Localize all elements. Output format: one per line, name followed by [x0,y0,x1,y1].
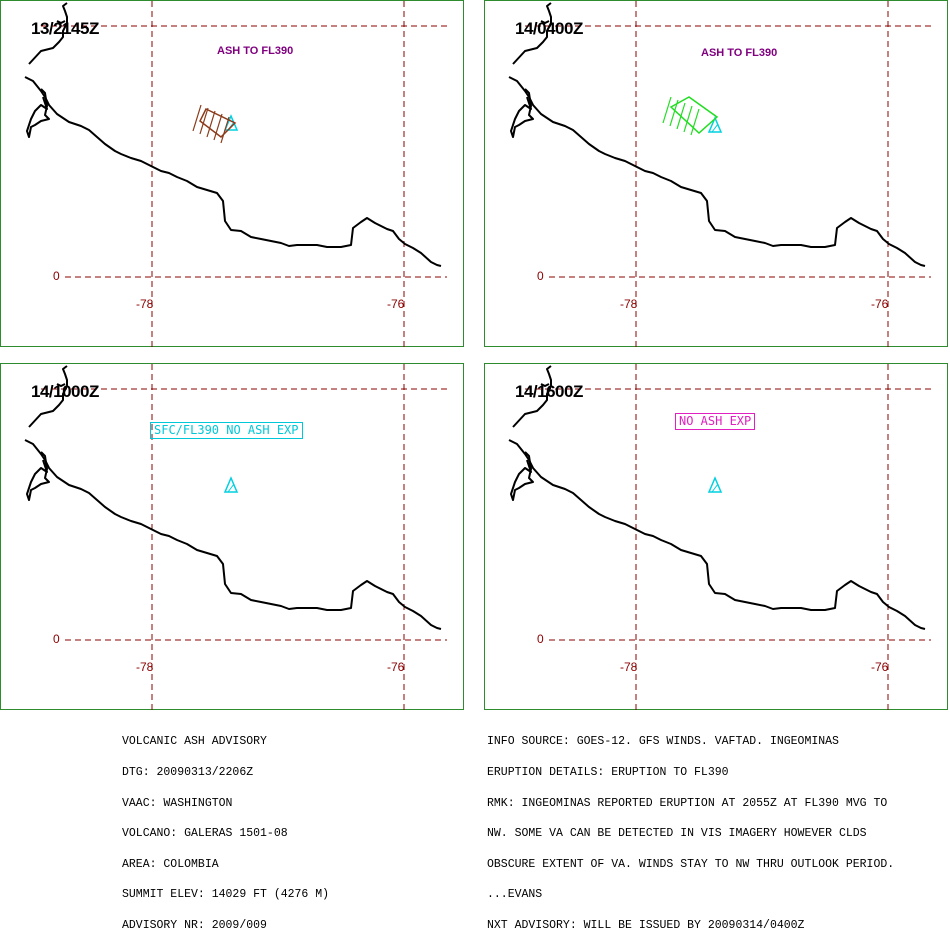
advisory-line: VOLCANIC ASH ADVISORY [122,735,267,749]
ash-hatch-line [213,113,223,141]
advisory-line: OBSCURE EXTENT OF VA. WINDS STAY TO NW T… [487,857,895,871]
lon-78-label: -78 [136,660,154,674]
coastline [24,76,442,267]
lon-76-label: -76 [871,297,889,311]
valid-time-label: 14/0400Z [515,19,583,38]
valid-time-label: 13/2145Z [31,19,99,38]
ash-level-label: ASH TO FL390 [701,47,778,59]
coastline-inlet [510,451,534,501]
map-panel-2: 14/0400Z 0 -78 -76 ASH TO FL390 [484,0,948,347]
coastline-inlet [510,88,534,138]
map-canvas [508,364,931,710]
coastline-cape [540,383,550,387]
advisory-line: RMK: INGEOMINAS REPORTED ERUPTION AT 205… [487,796,888,810]
ash-hatch-line [676,102,686,130]
valid-time-label: 14/1600Z [515,382,583,401]
ash-hatch-line [669,99,679,127]
advisory-line: SUMMIT ELEV: 14029 FT (4276 M) [122,888,330,902]
volcano-icon [223,476,239,493]
coastline-cape [56,383,66,387]
map-canvas [24,364,447,710]
advisory-line: INFO SOURCE: GOES-12. GFS WINDS. VAFTAD.… [487,735,839,749]
coastline-north [512,2,552,65]
lat-0-label: 0 [53,269,60,283]
coastline-north [512,365,552,428]
ash-hatch-line [220,116,230,144]
lat-0-label: 0 [53,632,60,646]
volcano-icon [707,476,723,493]
advisory-line: AREA: COLOMBIA [122,857,219,871]
advisory-remarks-block: INFO SOURCE: GOES-12. GFS WINDS. VAFTAD.… [487,717,894,941]
coastline [508,439,926,630]
no-ash-label: NO ASH EXP [675,413,756,430]
coastline-cape [56,20,66,24]
map-panel-3: 14/1000Z 0 -78 -76 SFC/FL390 NO ASH EXP [0,363,464,710]
no-ash-label: SFC/FL390 NO ASH EXP [150,422,303,439]
volcano-icon-mark [227,483,235,493]
valid-time-label: 14/1000Z [31,382,99,401]
map-canvas [24,1,447,347]
advisory-line: ERUPTION DETAILS: ERUPTION TO FL390 [487,766,729,779]
map-canvas [508,1,931,347]
advisory-line: NXT ADVISORY: WILL BE ISSUED BY 20090314… [487,918,805,932]
ash-hatch-line [206,110,216,138]
ash-hatch-line [690,108,700,136]
volcano-icon-mark [711,123,719,133]
lon-78-label: -78 [620,297,638,311]
advisory-line: ADVISORY NR: 2009/009 [122,918,267,932]
coastline [24,439,442,630]
advisory-line: VOLCANO: GALERAS 1501-08 [122,827,288,841]
advisory-line: NW. SOME VA CAN BE DETECTED IN VIS IMAGE… [487,827,867,841]
lon-76-label: -76 [387,297,405,311]
coastline [508,76,926,267]
lon-78-label: -78 [620,660,638,674]
ash-cloud-outline [199,108,237,138]
lon-76-label: -76 [387,660,405,674]
advisory-line: ...EVANS [487,888,543,902]
volcano-icon-mark [711,483,719,493]
ash-hatch-line [683,105,693,133]
coastline-north [28,2,68,65]
map-panel-1: 13/2145Z 0 -78 -76 ASH TO FL390 [0,0,464,347]
coastline-inlet [26,88,50,138]
lat-0-label: 0 [537,632,544,646]
map-panel-4: 14/1600Z 0 -78 -76 NO ASH EXP [484,363,948,710]
lon-76-label: -76 [871,660,889,674]
volcano-icon [707,116,723,133]
ash-hatch-line [199,107,209,135]
coastline-north [28,365,68,428]
advisory-line: VAAC: WASHINGTON [122,796,233,810]
ash-hatch-line [192,104,202,132]
ash-hatch-line [662,96,672,124]
ash-level-label: ASH TO FL390 [217,45,294,57]
advisory-line: DTG: 20090313/2206Z [122,766,254,779]
lon-78-label: -78 [136,297,154,311]
coastline-cape [540,20,550,24]
lat-0-label: 0 [537,269,544,283]
advisory-header-block: VOLCANIC ASH ADVISORY DTG: 20090313/2206… [122,717,329,941]
coastline-inlet [26,451,50,501]
